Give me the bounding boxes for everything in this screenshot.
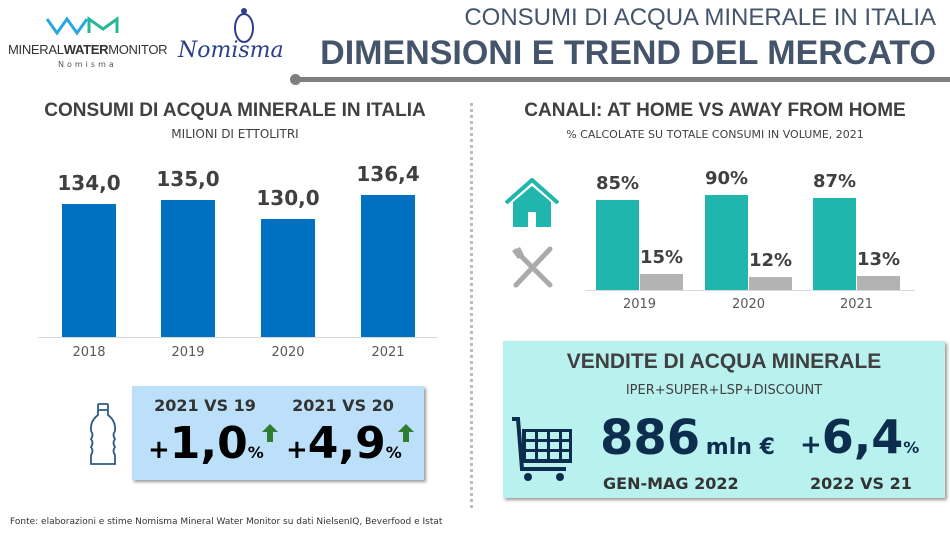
x-tick-label: 2019	[171, 345, 205, 360]
bar	[261, 218, 315, 337]
source-footer: Fonte: elaborazioni e stime Nomisma Mine…	[10, 517, 443, 527]
nomisma-emblem-icon	[234, 8, 254, 43]
header-title: DIMENSIONI E TREND DEL MERCATO	[320, 34, 936, 72]
sales-title: VENDITE DI ACQUA MINERALE	[566, 350, 882, 373]
data-label: 134,0	[57, 170, 121, 195]
sales-growth: +6,4%	[800, 410, 920, 464]
x-tick-label: 2021	[371, 345, 405, 360]
bar	[749, 277, 792, 290]
header-rule-dot	[290, 74, 301, 85]
nomisma-logo: Nomisma	[178, 38, 284, 63]
data-label: 135,0	[156, 167, 220, 192]
sales-box	[503, 341, 945, 498]
data-label: 85%	[595, 172, 640, 194]
bar	[62, 203, 116, 337]
home-icon	[504, 178, 560, 227]
right-axis	[585, 290, 915, 291]
data-label: 87%	[812, 170, 857, 192]
left-subtitle: MILIONI DI ETTOLITRI	[171, 127, 299, 141]
mwm-logo-icon	[45, 16, 119, 36]
x-tick-label: 2021	[839, 297, 874, 312]
shopping-cart-icon	[512, 417, 572, 481]
sales-subtitle: IPER+SUPER+LSP+DISCOUNT	[625, 383, 823, 398]
bar	[161, 200, 215, 337]
bar	[640, 274, 683, 290]
mwm-logo-sub: Nomisma	[58, 60, 117, 69]
x-tick-label: 2020	[271, 345, 305, 360]
x-tick-label: 2019	[622, 297, 657, 312]
x-tick-label: 2020	[731, 297, 766, 312]
left-title: CONSUMI DI ACQUA MINERALE IN ITALIA	[44, 100, 426, 121]
bar	[813, 197, 856, 290]
bar	[596, 199, 639, 290]
growth-value-19: +1,0%	[148, 418, 264, 469]
fork-knife-icon	[512, 246, 553, 288]
header-rule	[294, 77, 950, 82]
data-label: 15%	[639, 247, 684, 269]
bar	[705, 194, 748, 290]
up-arrow-icon	[398, 424, 414, 442]
data-label: 136,4	[356, 161, 420, 186]
growth-label-20: 2021 VS 20	[292, 396, 394, 415]
left-axis	[38, 337, 438, 338]
x-tick-label: 2018	[72, 345, 106, 360]
sales-value: 886 mln €	[600, 410, 775, 466]
data-label: 13%	[856, 249, 901, 271]
growth-value-20: +4,9%	[286, 418, 402, 469]
sales-period: GEN-MAG 2022	[603, 474, 739, 493]
growth-label-19: 2021 VS 19	[154, 396, 256, 415]
header-line1: CONSUMI DI ACQUA MINERALE IN ITALIA	[464, 4, 936, 31]
right-title: CANALI: AT HOME VS AWAY FROM HOME	[524, 100, 906, 121]
sales-growth-label: 2022 VS 21	[810, 474, 912, 493]
up-arrow-icon	[262, 424, 278, 442]
growth-box	[132, 386, 424, 480]
data-label: 90%	[704, 167, 749, 189]
right-subtitle: % CALCOLATE SU TOTALE CONSUMI IN VOLUME,…	[566, 128, 864, 141]
mwm-logo-text: MINERALWATERMONITOR	[8, 42, 168, 57]
bar	[361, 194, 415, 337]
data-label: 12%	[748, 250, 793, 272]
bottle-icon	[89, 403, 117, 465]
section-divider	[470, 103, 473, 508]
data-label: 130,0	[256, 185, 320, 210]
bar	[857, 276, 900, 290]
